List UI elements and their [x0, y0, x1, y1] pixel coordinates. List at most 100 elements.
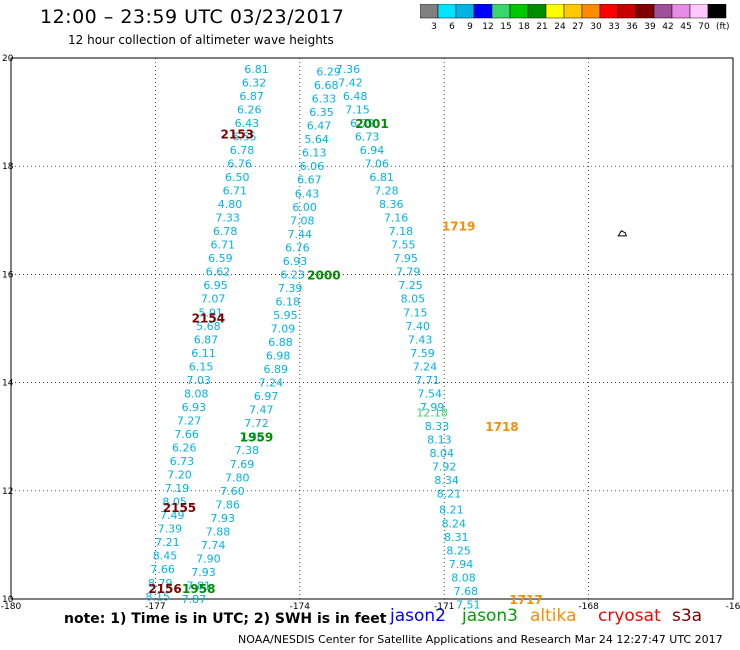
wave-height-point: 6.93	[182, 401, 207, 414]
wave-height-point: 7.69	[230, 458, 255, 471]
wave-height-point: 7.28	[374, 185, 399, 198]
wave-height-point: 12.18	[416, 406, 448, 419]
y-tick-label: 10	[2, 595, 14, 605]
legend-label: 39	[644, 22, 656, 32]
wave-height-point: 7.09	[271, 323, 296, 336]
wave-height-point: 7.72	[244, 417, 269, 430]
wave-height-point: 8.33	[425, 420, 450, 433]
wave-height-point: 8.15	[146, 590, 171, 603]
wave-height-point: 7.81	[186, 579, 211, 592]
wave-height-point: 7.88	[206, 525, 231, 538]
wave-height-point: 6.81	[369, 171, 394, 184]
wave-height-point: 7.25	[398, 279, 423, 292]
wave-height-point: 8.08	[184, 387, 209, 400]
wave-height-point: 6.23	[280, 268, 305, 281]
wave-height-point: 7.55	[391, 239, 416, 252]
page-title: 12:00 – 23:59 UTC 03/23/2017	[40, 6, 345, 28]
wave-height-point: 8.25	[446, 544, 471, 557]
wave-height-point: 4.80	[218, 198, 243, 211]
wave-height-point: 7.87	[182, 593, 207, 606]
y-tick-label: 14	[2, 379, 14, 389]
wave-height-point: 8.24	[442, 517, 467, 530]
wave-height-point: 7.93	[211, 512, 236, 525]
wave-height-point: 6.87	[194, 333, 219, 346]
legend-label: 36	[626, 22, 638, 32]
wave-height-point: 7.59	[410, 347, 435, 360]
time-label: 1717	[509, 593, 542, 607]
island-outline	[617, 230, 627, 237]
time-label: 1958	[182, 582, 215, 596]
wave-height-point: 8.21	[439, 504, 464, 517]
wave-height-point: 6.73	[170, 455, 195, 468]
wave-height-point: 8.13	[427, 433, 452, 446]
x-tick-label: -171	[434, 602, 454, 612]
wave-height-point: 7.99	[420, 401, 445, 414]
wave-height-point: 5.95	[273, 309, 298, 322]
mission-name: jason3	[462, 606, 518, 626]
wave-height-point: 7.08	[290, 214, 315, 227]
wave-height-point: 6.71	[223, 185, 248, 198]
wave-height-point: 7.66	[150, 563, 175, 576]
time-label: 2153	[221, 128, 254, 142]
wave-height-point: 8.36	[379, 198, 404, 211]
wave-height-point: 6.47	[307, 120, 332, 133]
wave-height-point: 7.60	[220, 485, 245, 498]
wave-height-point: 8.05	[162, 496, 187, 509]
wave-height-point: 7.95	[393, 252, 418, 265]
time-label: 2154	[192, 312, 225, 326]
time-label: 2001	[355, 117, 388, 131]
wave-height-point: 6.76	[285, 241, 310, 254]
time-label: 1719	[442, 220, 475, 234]
legend-label: 27	[572, 22, 584, 32]
legend-label: 45	[680, 22, 692, 32]
wave-height-point: 6.79	[350, 117, 375, 130]
wave-height-point: 6.67	[297, 174, 322, 187]
wave-height-point: 7.24	[413, 360, 438, 373]
wave-height-point: 6.18	[276, 295, 301, 308]
wave-height-point: 7.20	[167, 469, 192, 482]
wave-height-point: 7.94	[449, 558, 474, 571]
y-tick-label: 12	[2, 487, 13, 497]
wave-height-point: 7.19	[165, 482, 190, 495]
wave-height-point: 6.89	[263, 363, 288, 376]
mission-name: s3a	[672, 606, 703, 626]
wave-height-point: 6.73	[355, 130, 380, 143]
wave-height-point: 6.88	[268, 336, 293, 349]
wave-height-point: 6.81	[244, 63, 269, 76]
time-label: 2000	[307, 268, 340, 282]
wave-height-point: 8.05	[401, 293, 426, 306]
legend-label: 42	[662, 22, 674, 32]
time-label: 1959	[240, 431, 273, 445]
wave-height-point: 5.68	[196, 320, 221, 333]
wave-height-point: 7.86	[215, 498, 240, 511]
wave-height-point: 8.21	[437, 488, 462, 501]
wave-height-point: 7.42	[338, 76, 363, 89]
wave-height-point: 6.55	[232, 130, 257, 143]
x-tick-label: -177	[145, 602, 165, 612]
wave-height-point: 6.33	[312, 93, 337, 106]
wave-height-point: 6.35	[309, 106, 334, 119]
wave-height-point: 7.47	[249, 404, 274, 417]
wave-height-point: 6.48	[343, 90, 368, 103]
wave-height-point: 6.26	[237, 103, 262, 116]
wave-height-point: 6.97	[254, 390, 279, 403]
plot-frame	[10, 57, 734, 600]
wave-height-point: 7.79	[396, 266, 421, 279]
wave-height-point: 6.43	[235, 117, 260, 130]
wave-height-point: 8.34	[434, 474, 459, 487]
wave-height-point: 6.32	[242, 76, 267, 89]
mission-name: altika	[530, 606, 577, 626]
wave-height-point: 8.45	[153, 550, 178, 563]
wave-height-point: 7.33	[215, 212, 240, 225]
wave-height-point: 7.54	[418, 387, 443, 400]
wave-height-point: 8.04	[430, 447, 455, 460]
wave-height-point: 6.11	[191, 347, 216, 360]
wave-height-point: 7.06	[365, 157, 390, 170]
y-tick-label: 20	[2, 54, 14, 64]
wave-height-point: 5.64	[304, 133, 329, 146]
legend-label: 3	[431, 22, 437, 32]
wave-height-point: 7.39	[158, 523, 183, 536]
legend-unit: (ft)	[716, 22, 730, 32]
x-tick-label: -168	[578, 602, 599, 612]
wave-height-point: 7.90	[196, 552, 221, 565]
